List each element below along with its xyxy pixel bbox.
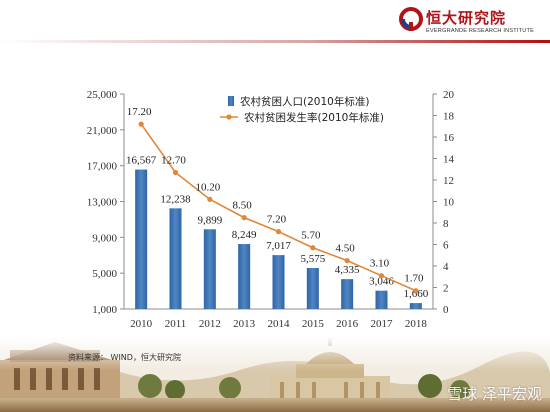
header-divider: [0, 40, 550, 43]
y-right-tick-label: 4: [443, 261, 449, 273]
y-right-tick-label: 14: [443, 154, 455, 166]
y-left-tick-label: 13,000: [87, 197, 118, 209]
brand-name: 恒大研究院: [426, 9, 507, 27]
y-right-tick-label: 16: [443, 132, 455, 144]
y-right-tick-label: 10: [443, 197, 455, 209]
bar: [375, 290, 388, 309]
legend-line-label: 农村贫困发生率(2010年标准): [244, 111, 384, 124]
rate-value-label: 10.20: [195, 181, 220, 193]
y-right-tick-label: 8: [443, 218, 449, 230]
y-right-tick-label: 20: [443, 89, 455, 101]
bar-value-label: 12,238: [160, 193, 191, 205]
x-tick-label: 2018: [405, 318, 428, 330]
y-left-tick-label: 21,000: [87, 125, 118, 137]
rate-value-label: 3.10: [370, 258, 390, 270]
rate-point: [344, 258, 350, 264]
y-left-tick-label: 25,000: [87, 89, 118, 101]
rate-point: [138, 121, 144, 127]
poverty-chart: 1,000 5,000 9,000 13,000 17,000 21,000 25,000 0…: [87, 89, 455, 330]
rate-point: [207, 196, 213, 202]
x-tick-label: 2011: [165, 318, 187, 330]
rate-value-label: 7.20: [267, 214, 287, 226]
y-left-tick-label: 1,000: [92, 304, 117, 316]
y-left-tick-label: 5,000: [92, 268, 117, 280]
x-tick-label: 2012: [199, 318, 221, 330]
bar-value-label: 16,567: [126, 155, 157, 167]
bar: [169, 208, 182, 309]
rate-value-label: 17.20: [127, 106, 152, 118]
bar: [409, 303, 422, 309]
legend-bar-label: 农村贫困人口(2010年标准): [240, 95, 369, 108]
y-right-tick-label: 12: [443, 175, 454, 187]
source-note: 资料来源： WIND，恒大研究院: [68, 353, 181, 362]
rate-value-label: 5.70: [301, 230, 321, 242]
rate-value-label: 8.50: [233, 200, 253, 212]
x-tick-label: 2013: [233, 318, 256, 330]
bar: [135, 169, 148, 309]
bar-value-label: 7,017: [266, 240, 291, 252]
footer-scenery: [0, 336, 550, 412]
y-left-tick-label: 9,000: [92, 232, 117, 244]
brand-mark-icon: [399, 7, 423, 31]
x-tick-label: 2010: [130, 318, 153, 330]
y-right-tick-label: 6: [443, 240, 449, 252]
legend-line-marker: [226, 114, 232, 120]
brand-subtitle: EVERGRANDE RESEARCH INSTITUTE: [426, 28, 535, 34]
bar-value-label: 9,899: [197, 214, 222, 226]
y-right-tick-label: 0: [443, 304, 449, 316]
rate-point: [378, 273, 385, 279]
x-tick-label: 2016: [336, 318, 359, 330]
x-tick-label: 2015: [302, 318, 325, 330]
bar-value-label: 4,335: [335, 264, 360, 276]
rate-point: [413, 288, 419, 294]
rate-value-label: 4.50: [336, 243, 356, 255]
bar: [341, 279, 354, 309]
rate-point: [310, 245, 316, 251]
bar: [272, 255, 285, 309]
y-right-tick-label: 18: [443, 111, 455, 123]
rate-value-label: 1.70: [404, 273, 424, 285]
rate-point: [241, 215, 247, 221]
bar-value-label: 1,660: [403, 288, 428, 300]
report-header: 恒大研究院 EVERGRANDE RESEARCH INSTITUTE: [0, 0, 550, 44]
rate-value-label: 12.70: [161, 154, 186, 166]
x-tick-label: 2014: [268, 318, 291, 330]
brand-logo: 恒大研究院 EVERGRANDE RESEARCH INSTITUTE: [398, 6, 548, 40]
legend-bar-swatch: [228, 96, 234, 106]
rate-point: [172, 169, 179, 176]
y-right-tick-label: 2: [443, 283, 449, 295]
bar: [203, 229, 216, 309]
bar: [238, 244, 251, 309]
bar-value-label: 8,249: [232, 229, 257, 241]
bar: [306, 268, 319, 309]
watermark: 雪球 泽平宏观: [447, 385, 542, 403]
rate-point: [275, 229, 282, 235]
bar-value-label: 5,575: [300, 253, 325, 265]
y-left-tick-label: 17,000: [87, 161, 118, 173]
x-tick-label: 2017: [371, 318, 394, 330]
